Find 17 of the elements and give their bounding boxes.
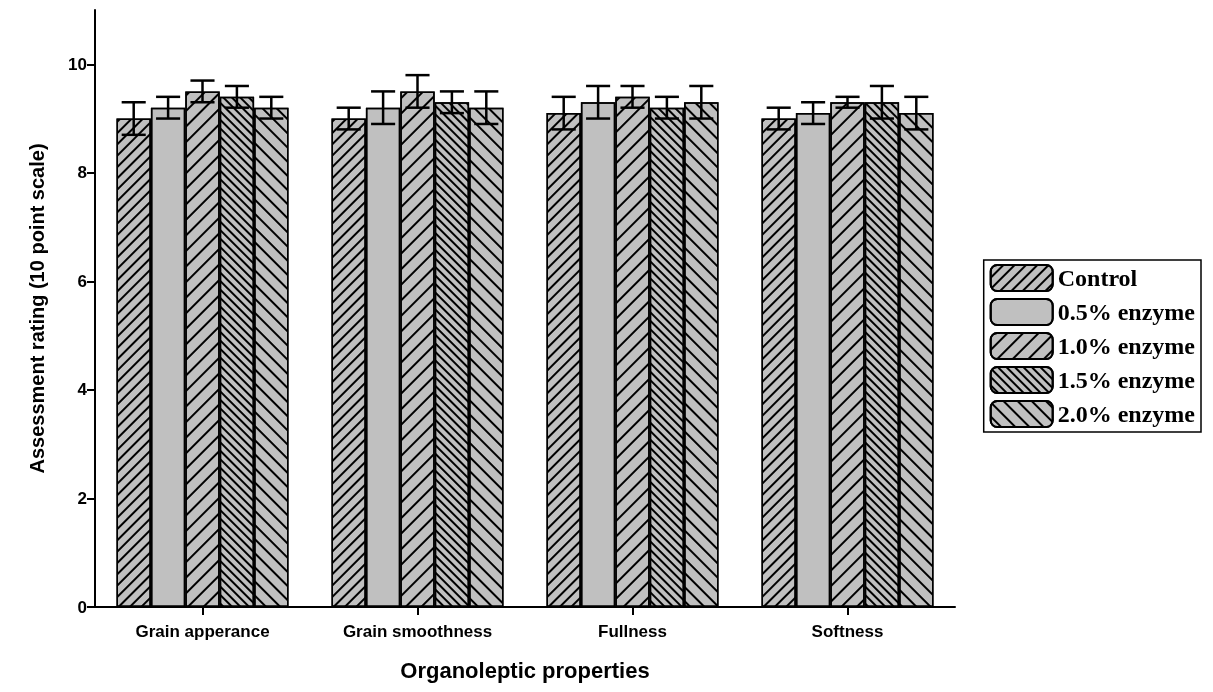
legend-label: 1.0% enzyme [1057,333,1196,359]
y-tick-label: 4 [77,380,88,400]
x-tick-label: Fullness [598,622,667,641]
legend-label: Control [1057,265,1138,291]
x-tick-label: Softness [811,622,884,641]
y-tick-label: 10 [68,54,87,74]
x-tick-label: Grain apperance [135,622,270,641]
y-tick-label: 6 [77,271,87,291]
y-tick-label: 8 [77,163,87,183]
legend-label: 2.0% enzyme [1057,401,1196,427]
legend-label: 1.5% enzyme [1057,367,1196,393]
x-tick-label: Grain smoothness [342,622,493,641]
y-axis-title: Assessment rating (10 point scale) [26,143,48,474]
legend-label: 0.5% enzyme [1057,299,1196,325]
x-axis-title: Organoleptic properties [400,657,650,683]
y-tick-label: 0 [77,597,87,617]
y-tick-label: 2 [77,488,87,508]
